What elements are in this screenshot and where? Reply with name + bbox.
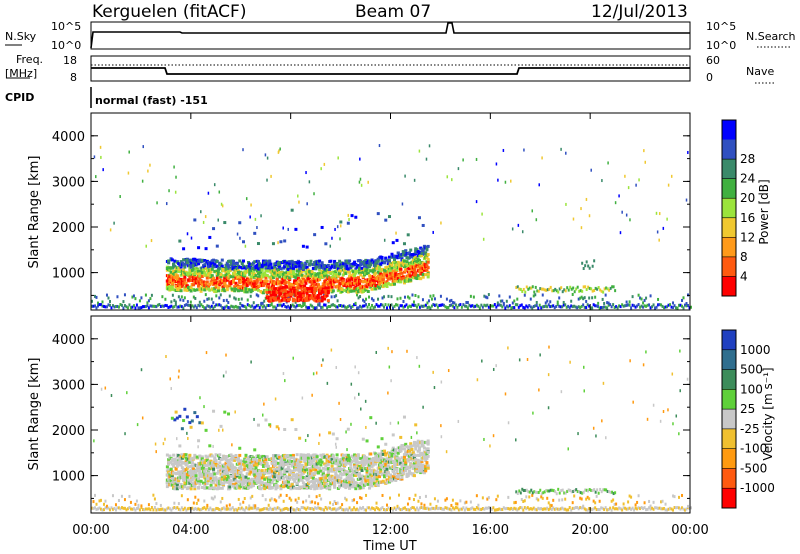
colorbar-block: [722, 349, 736, 371]
colorbar-tick-label: 8: [740, 250, 748, 264]
x-tick-label: 20:00: [571, 523, 608, 538]
colorbar-block: [722, 448, 736, 469]
nave-tick-bottom: 0: [706, 71, 713, 84]
y-tick-label: 3000: [52, 378, 85, 393]
colorbar-block: [722, 428, 736, 450]
beam-title: Beam 07: [355, 2, 431, 22]
colorbar-block: [722, 330, 736, 351]
y-tick-label: 1000: [52, 267, 85, 282]
colorbar-block: [722, 468, 736, 489]
y-tick-label: 1000: [52, 470, 85, 485]
freq-label-1: Freq.: [16, 53, 43, 66]
x-tick-label: 08:00: [272, 523, 309, 538]
nsky-tick-bottom: 10^0: [51, 39, 81, 52]
nsky-tick-top: 10^5: [51, 20, 81, 33]
nsky-panel: N.Sky 10^5 10^0 10^5 10^0 N.Search: [5, 20, 796, 52]
nave-label: Nave: [746, 65, 774, 78]
x-axis-label: Time UT: [362, 539, 416, 554]
nsearch-tick-bottom: 10^0: [706, 39, 736, 52]
velocity-ylabel: Slant Range [km]: [27, 358, 42, 471]
power-ylabel: Slant Range [km]: [27, 156, 42, 269]
time-x-axis: 00:00 04:00 08:00 12:00 16:00 20:00 00:00: [72, 113, 709, 538]
colorbar-block: [722, 159, 736, 180]
x-tick-label: 16:00: [472, 523, 509, 538]
y-tick-label: 2000: [52, 221, 85, 236]
freq-tick-bottom: 8: [70, 71, 77, 84]
colorbar-block: [722, 389, 736, 410]
power-colorbar: 4 8 12 16 20 24 28 Power [dB]: [721, 119, 771, 297]
nsky-label: N.Sky: [5, 30, 37, 43]
colorbar-tick-label: -100: [740, 442, 767, 456]
date-title: 12/Jul/2013: [591, 2, 688, 22]
velocity-panel: 1000 2000 3000 4000 Slant Range [km]: [27, 315, 692, 514]
colorbar-block: [722, 256, 736, 277]
power-y-axis: 1000 2000 3000 4000: [52, 130, 690, 296]
freq-tick-top: 18: [63, 54, 77, 67]
velocity-y-axis: 1000 2000 3000 4000: [52, 333, 690, 499]
colorbar-tick-label: 28: [740, 152, 755, 166]
colorbar-tick-label: 4: [740, 269, 748, 283]
power-scatter: [91, 144, 692, 310]
colorbar-block: [722, 217, 736, 238]
y-tick-label: 2000: [52, 424, 85, 439]
colorbar-block: [722, 139, 736, 160]
power-colorbar-label: Power [dB]: [757, 179, 771, 244]
colorbar-block: [722, 237, 736, 258]
cpid-text: normal (fast) -151: [95, 94, 208, 107]
nave-tick-top: 60: [706, 54, 720, 67]
y-tick-label: 4000: [52, 130, 85, 145]
x-tick-label: 00:00: [72, 523, 109, 538]
colorbar-block: [722, 178, 736, 199]
freq-panel: Freq. [MHz] 18 8 60 0 Nave: [5, 53, 775, 84]
colorbar-tick-label: 100: [740, 382, 763, 396]
colorbar-tick-label: 1000: [740, 343, 771, 357]
x-tick-label: 00:00: [671, 523, 708, 538]
colorbar-tick-label: 16: [740, 211, 755, 225]
colorbar-tick-label: -1000: [740, 481, 775, 495]
colorbar-block: [722, 409, 736, 430]
station-title: Kerguelen (fitACF): [92, 2, 246, 22]
nsearch-label: N.Search: [746, 30, 796, 43]
nsky-trace: [90, 22, 690, 49]
cpid-label: CPID: [5, 91, 34, 104]
colorbar-tick-label: 24: [740, 172, 755, 186]
freq-trace: [91, 67, 690, 75]
colorbar-tick-label: -25: [740, 422, 760, 436]
y-tick-label: 3000: [52, 175, 85, 190]
nsearch-tick-top: 10^5: [706, 20, 736, 33]
colorbar-tick-label: 500: [740, 363, 763, 377]
colorbar-block: [722, 488, 736, 509]
y-tick-label: 4000: [52, 333, 85, 348]
colorbar-block: [722, 198, 736, 219]
colorbar-tick-label: 25: [740, 402, 755, 416]
colorbar-tick-label: -500: [740, 461, 767, 475]
colorbar-block: [722, 120, 736, 141]
x-tick-label: 04:00: [172, 523, 209, 538]
colorbar-tick-label: 12: [740, 230, 755, 244]
velocity-scatter: [91, 345, 692, 512]
velocity-colorbar-label: Velocity [m s⁻¹]: [761, 367, 775, 460]
colorbar-block: [722, 276, 736, 297]
colorbar-tick-label: 20: [740, 191, 755, 205]
velocity-colorbar: 1000 500 100 25 -25 -100 -500 -1000 Velocity [m…: [721, 329, 775, 509]
freq-label-2: [MHz]: [5, 67, 37, 80]
power-panel: 1000 2000 3000 4000 Slant Range [km]: [27, 112, 692, 311]
colorbar-block: [722, 369, 736, 390]
x-tick-label: 12:00: [372, 523, 409, 538]
